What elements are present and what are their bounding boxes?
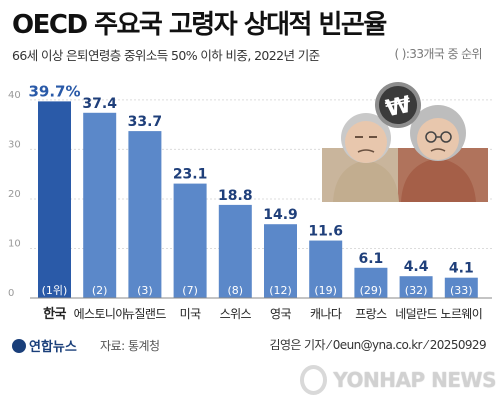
source-text: 자료: 통계청 <box>100 339 160 353</box>
value-label: 23.1 <box>173 167 208 183</box>
bar <box>399 276 433 298</box>
rank-label: (19) <box>314 284 337 297</box>
rank-label: (3) <box>137 284 153 297</box>
y-tick-label: 20 <box>8 189 21 200</box>
bar <box>38 101 71 298</box>
page-title: OECD 주요국 고령자 상대적 빈곤율 <box>12 10 387 40</box>
bar <box>83 112 117 299</box>
bar <box>354 267 388 298</box>
value-label: 14.9 <box>263 207 298 223</box>
credit-text: 김영은 기자 ⁄ 0eun@yna.co.kr ⁄ 20250929 <box>269 338 487 352</box>
y-tick-label: 0 <box>8 288 14 299</box>
rank-label: (7) <box>182 284 198 297</box>
rank-label: (12) <box>269 284 292 297</box>
category-label: 프랑스 <box>355 307 387 321</box>
rank-note: ( ):33개국 중 순위 <box>394 47 482 61</box>
bar <box>264 224 297 298</box>
rank-label: (33) <box>450 284 473 297</box>
yonhap-logo: 연합뉴스 <box>12 336 77 355</box>
elderly-couple-icon: ₩ <box>322 82 488 202</box>
category-label: 노르웨이 <box>440 307 482 321</box>
won-coin-icon: ₩ <box>375 82 421 128</box>
value-label: 11.6 <box>308 224 343 240</box>
watermark-text: YONHAP NEWS <box>333 368 496 392</box>
y-tick-label: 10 <box>8 238 21 249</box>
svg-text:₩: ₩ <box>383 91 414 122</box>
value-label: 33.7 <box>128 114 163 130</box>
rank-label: (8) <box>228 284 244 297</box>
category-label: 에스토니아 <box>74 307 127 321</box>
watermark-logo-icon <box>300 365 328 395</box>
category-label: 한국 <box>43 306 66 322</box>
category-label: 캐나다 <box>310 307 342 321</box>
value-label: 39.7% <box>28 82 80 100</box>
bar <box>128 131 162 298</box>
rank-label: (2) <box>92 284 108 297</box>
chart-subtitle: 66세 이상 은퇴연령층 중위소득 50% 이하 비중, 2022년 기준 <box>12 48 320 63</box>
watermark: YONHAP NEWS <box>300 360 496 400</box>
bars-layer: 39.7% (1위) 한국 37.4 (2) 에스토니아 33.7 (3) 뉴질랜드 23.1 (7… <box>28 82 482 322</box>
rank-label: (1위) <box>42 284 68 297</box>
value-label: 4.1 <box>449 261 474 277</box>
y-tick-label: 40 <box>8 90 21 101</box>
value-label: 37.4 <box>82 96 117 112</box>
woman-face <box>417 118 459 160</box>
value-label: 18.8 <box>218 188 253 204</box>
bar <box>309 240 343 298</box>
bar-chart: 0 10 20 30 40 ₩ 39.7% (1위) 한국 37.4 (2) 에스토니아 33.7 (… <box>8 82 492 322</box>
category-label: 뉴질랜드 <box>124 307 166 321</box>
man-face <box>345 121 387 163</box>
bar <box>218 204 252 298</box>
man-body <box>333 160 399 202</box>
category-label: 스위스 <box>220 307 252 321</box>
category-label: 네덜란드 <box>395 307 437 321</box>
value-label: 6.1 <box>358 251 383 267</box>
category-label: 미국 <box>180 307 201 321</box>
rank-label: (32) <box>405 284 428 297</box>
rank-label: (29) <box>360 284 383 297</box>
bar <box>444 277 478 298</box>
category-label: 영국 <box>270 307 291 321</box>
woman-body <box>401 158 476 202</box>
logo-text: 연합뉴스 <box>29 340 77 355</box>
y-tick-label: 30 <box>8 139 21 150</box>
yonhap-logo-icon <box>12 339 26 353</box>
bar <box>173 183 207 298</box>
value-label: 4.4 <box>404 259 429 275</box>
